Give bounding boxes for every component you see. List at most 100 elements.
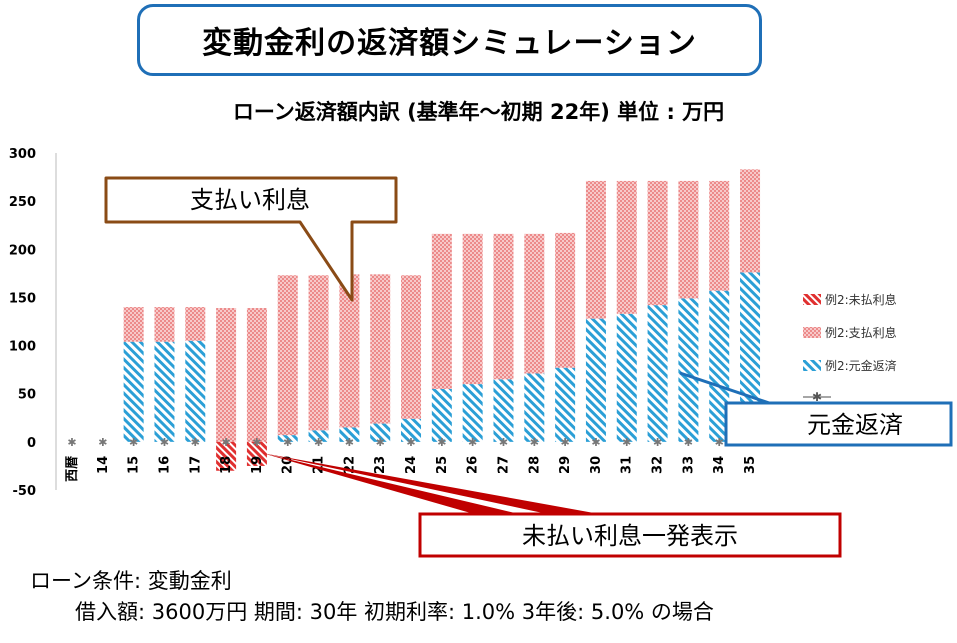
zero-line-marker: ✱: [591, 436, 600, 449]
zero-line-marker: ✱: [345, 436, 354, 449]
legend-label-unpaid-interest: 例2:未払利息: [825, 292, 897, 307]
y-tick-label: -50: [13, 484, 37, 499]
zero-line-marker: ✱: [406, 436, 415, 449]
x-tick-label: 34: [712, 456, 727, 474]
callout-paid-interest: 支払い利息: [104, 176, 398, 302]
x-tick-label: 15: [127, 456, 142, 474]
bar-principal: [185, 340, 206, 442]
callout-unpaid-interest-label: 未払い利息一発表示: [522, 522, 738, 550]
zero-line-marker: ✱: [221, 436, 230, 449]
zero-line-marker: ✱: [376, 436, 385, 449]
bar-principal: [493, 379, 514, 442]
x-tick-label: 33: [681, 456, 696, 474]
x-tick-label: 29: [558, 456, 573, 474]
bar-unpaid-interest: [246, 441, 267, 466]
y-tick-label: 200: [9, 243, 36, 258]
y-tick-label: 50: [18, 388, 36, 403]
bar-principal: [462, 384, 483, 442]
bar-principal: [647, 305, 668, 442]
zero-line-marker: ✱: [314, 436, 323, 449]
bar-principal: [431, 388, 452, 442]
zero-line-marker: ✱: [191, 436, 200, 449]
x-tick-label: 27: [496, 456, 511, 474]
bar-principal: [277, 435, 298, 442]
legend-label-principal: 例2:元金返済: [825, 358, 897, 373]
bar-chart: -50 0 50 100 150 200 250 300 ✱ ✱ ✱ ✱ ✱ ✱ ✱ ✱ ✱ ✱ ✱ ✱ ✱ ✱ ✱ ✱ ✱ ✱…: [9, 147, 953, 558]
bar-paid-interest: [585, 180, 606, 319]
bar-principal: [524, 373, 545, 442]
bar-paid-interest: [647, 180, 668, 306]
callout-paid-interest-label: 支払い利息: [190, 186, 310, 214]
y-tick-label: 100: [9, 340, 36, 355]
bar-principal: [585, 318, 606, 442]
zero-line-marker: ✱: [283, 436, 292, 449]
bar-principal: [401, 418, 422, 442]
x-tick-label: 28: [527, 456, 542, 474]
x-tick-label: 32: [651, 456, 666, 474]
bar-paid-interest: [185, 307, 206, 341]
bar-principal: [678, 298, 699, 442]
bar-principal: [308, 430, 329, 442]
x-tick-label: 25: [435, 456, 450, 474]
x-tick-label: 24: [404, 456, 419, 474]
bar-principal: [123, 341, 144, 442]
bar-paid-interest: [308, 275, 329, 431]
bar-principal: [339, 427, 360, 442]
bar-paid-interest: [678, 180, 699, 299]
bar-paid-interest: [493, 233, 514, 380]
zero-line-marker: ✱: [67, 436, 76, 449]
zero-line-marker: ✱: [715, 436, 724, 449]
callout-principal: 元金返済: [679, 371, 953, 447]
x-tick-label: 31: [620, 456, 635, 474]
zero-line-marker: ✱: [98, 436, 107, 449]
loan-conditions-detail: 借入額: 3600万円 期間: 30年 初期利率: 1.0% 3年後: 5.0%…: [75, 600, 714, 624]
zero-line-marker: ✱: [437, 436, 446, 449]
bar-paid-interest: [277, 275, 298, 436]
chart-title: ローン返済額内訳 (基準年～初期 22年) 単位 : 万円: [232, 100, 725, 124]
legend-item-paid-interest: 例2:支払利息: [803, 325, 897, 340]
zero-line-marker: ✱: [129, 436, 138, 449]
legend: 例2:未払利息 例2:支払利息 例2:元金返済 ✱: [803, 292, 897, 404]
bar-principal: [154, 341, 175, 442]
bar-paid-interest: [339, 274, 360, 428]
x-tick-label: 17: [188, 456, 203, 474]
bar-paid-interest: [154, 307, 175, 342]
bar-paid-interest: [555, 232, 576, 368]
legend-item-zero-line: ✱: [803, 390, 831, 404]
bar-paid-interest: [123, 307, 144, 342]
bar-paid-interest: [431, 233, 452, 389]
bar-paid-interest: [524, 233, 545, 374]
x-tick-label: 30: [589, 456, 604, 474]
page-title: 変動金利の返済額シミュレーション: [137, 4, 762, 76]
bar-principal: [370, 423, 391, 442]
callout-unpaid-interest: 未払い利息一発表示: [262, 453, 842, 558]
legend-label-paid-interest: 例2:支払利息: [825, 325, 897, 340]
y-tick-label: 300: [9, 147, 36, 162]
zero-line-marker: ✱: [561, 436, 570, 449]
bar-principal: [555, 367, 576, 442]
bar-principal: [709, 290, 730, 442]
x-tick-label: 16: [157, 456, 172, 474]
zero-line-marker: ✱: [468, 436, 477, 449]
zero-line-marker: ✱: [160, 436, 169, 449]
bar-paid-interest: [709, 180, 730, 291]
x-tick-label: 35: [743, 456, 758, 474]
legend-item-unpaid-interest: 例2:未払利息: [803, 292, 897, 307]
zero-line-marker: ✱: [252, 436, 261, 449]
x-tick-label: 23: [373, 456, 388, 474]
bar-paid-interest: [401, 275, 422, 419]
bar-paid-interest: [740, 169, 761, 273]
y-tick-label: 150: [9, 291, 36, 306]
bar-principal: [616, 313, 637, 442]
legend-item-principal: 例2:元金返済: [803, 358, 897, 373]
x-tick-label: 西暦: [65, 456, 80, 482]
zero-line-marker: ✱: [530, 436, 539, 449]
bar-paid-interest: [216, 308, 237, 442]
x-tick-label: 18: [219, 456, 234, 474]
callout-principal-label: 元金返済: [807, 411, 903, 439]
y-tick-label: 0: [27, 436, 36, 451]
loan-conditions-label: ローン条件: 変動金利: [30, 569, 232, 593]
zero-line-marker: ✱: [499, 436, 508, 449]
bar-paid-interest: [616, 180, 637, 314]
x-tick-label: 19: [250, 456, 265, 474]
